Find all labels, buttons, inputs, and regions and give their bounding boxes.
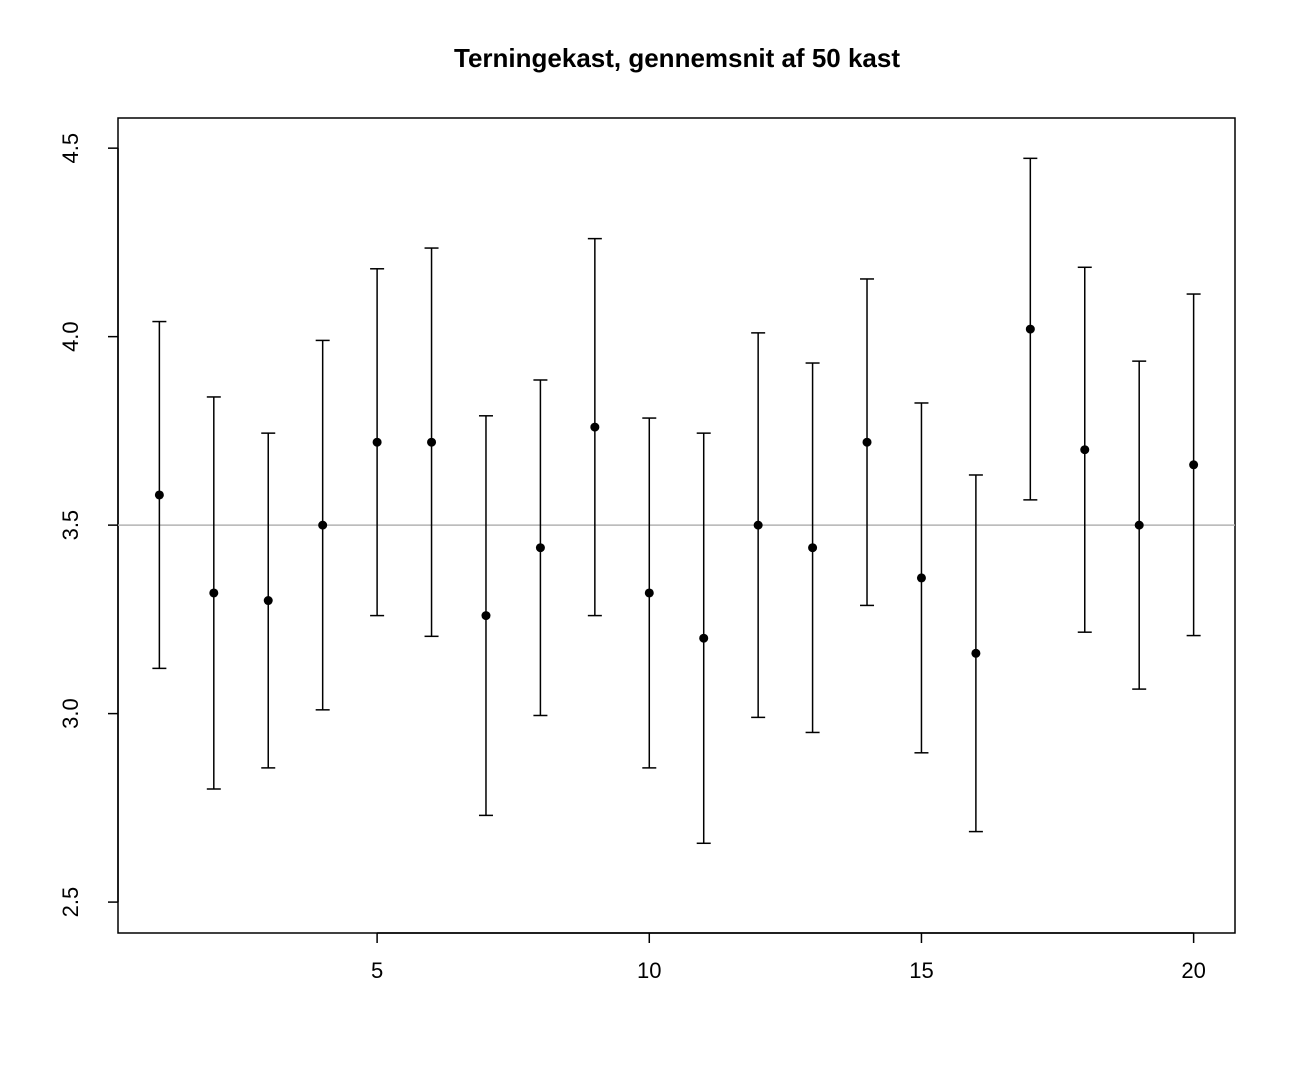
point — [209, 588, 219, 598]
y-tick-label: 3.5 — [58, 510, 83, 541]
point — [971, 648, 981, 658]
point — [862, 437, 872, 447]
point — [808, 543, 818, 553]
point — [1080, 445, 1090, 455]
point — [481, 611, 491, 621]
point — [154, 490, 164, 500]
x-tick-label: 10 — [637, 958, 661, 983]
y-tick-label: 3.0 — [58, 698, 83, 729]
point — [644, 588, 654, 598]
x-tick-label: 20 — [1181, 958, 1205, 983]
point — [1189, 460, 1199, 470]
point — [427, 437, 437, 447]
y-tick-label: 4.5 — [58, 133, 83, 164]
point — [590, 422, 600, 432]
point — [699, 633, 709, 643]
point — [318, 520, 328, 530]
y-tick-label: 2.5 — [58, 887, 83, 918]
point — [1025, 324, 1035, 334]
x-tick-label: 15 — [909, 958, 933, 983]
chart-title: Terningekast, gennemsnit af 50 kast — [454, 43, 900, 73]
y-tick-label: 4.0 — [58, 321, 83, 352]
point — [1134, 520, 1144, 530]
point — [916, 573, 926, 583]
x-tick-label: 5 — [371, 958, 383, 983]
point — [535, 543, 545, 553]
point — [753, 520, 763, 530]
point — [263, 596, 273, 606]
point — [372, 437, 382, 447]
